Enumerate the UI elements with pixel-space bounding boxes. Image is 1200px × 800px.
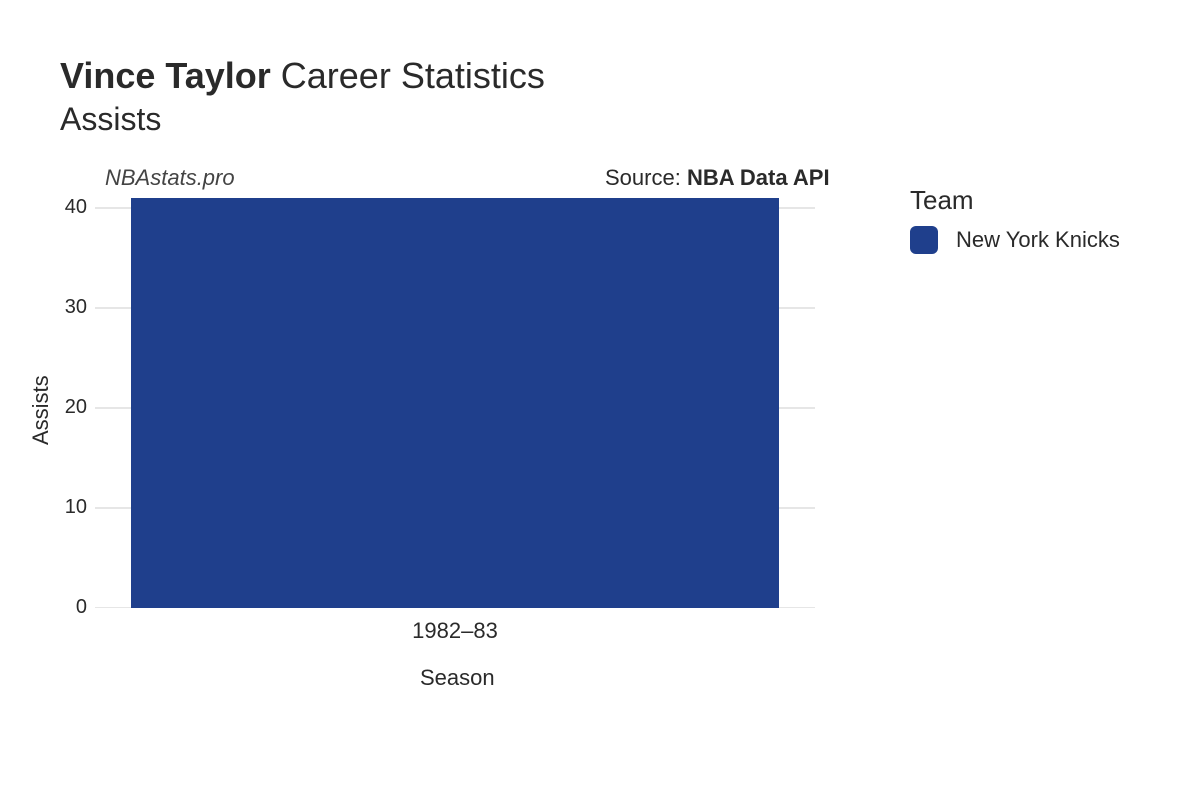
legend-swatch (910, 226, 938, 254)
y-tick-label: 20 (47, 396, 87, 419)
source-name: NBA Data API (687, 165, 830, 190)
chart-subtitle: Assists (60, 100, 545, 138)
branding-text: NBAstats.pro (105, 165, 235, 190)
legend-item: New York Knicks (910, 226, 1120, 254)
y-tick-label: 30 (47, 296, 87, 319)
branding-label: NBAstats.pro (105, 165, 235, 191)
x-axis-label: Season (420, 665, 495, 691)
page-root: Vince Taylor Career Statistics Assists N… (0, 0, 1200, 800)
legend-item-label: New York Knicks (956, 227, 1120, 253)
title-player-name: Vince Taylor (60, 55, 271, 96)
title-suffix: Career Statistics (281, 55, 545, 96)
source-prefix: Source: (605, 165, 687, 190)
legend-title: Team (910, 185, 1120, 216)
source-label: Source: NBA Data API (605, 165, 830, 191)
bar (131, 198, 779, 608)
y-tick-label: 10 (47, 496, 87, 519)
x-tick-label: 1982–83 (375, 618, 535, 644)
y-tick-label: 0 (47, 596, 87, 619)
y-tick-label: 40 (47, 196, 87, 219)
chart-plot-area (95, 198, 815, 608)
legend-items: New York Knicks (910, 226, 1120, 254)
title-block: Vince Taylor Career Statistics Assists (60, 56, 545, 138)
legend: Team New York Knicks (910, 185, 1120, 254)
chart-title: Vince Taylor Career Statistics (60, 56, 545, 96)
chart-svg (95, 198, 815, 608)
